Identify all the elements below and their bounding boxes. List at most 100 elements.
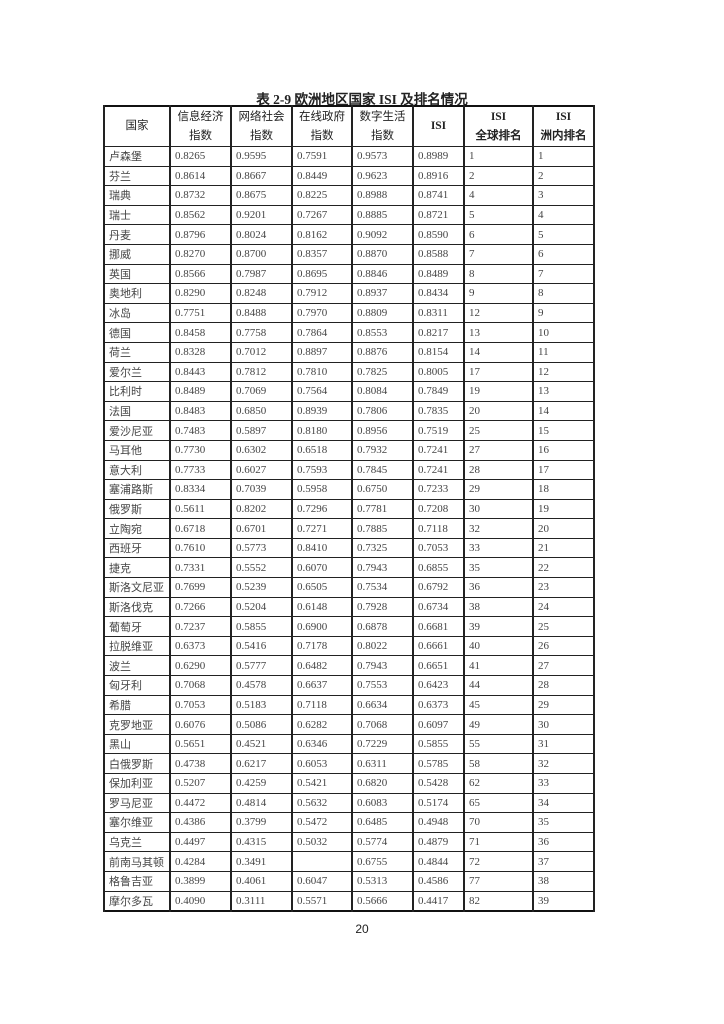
cell-country: 克罗地亚 bbox=[103, 714, 171, 735]
cell-country: 冰岛 bbox=[103, 302, 171, 324]
cell-isi: 0.5428 bbox=[412, 773, 465, 794]
table-row: 白俄罗斯 0.4738 0.6217 0.6053 0.6311 0.5785 58 32 bbox=[103, 753, 595, 774]
cell-isi-global-rank: 71 bbox=[463, 831, 534, 853]
header-line1: ISI bbox=[430, 120, 447, 132]
cell-online-government: 0.7267 bbox=[291, 204, 353, 226]
cell-network-society: 0.6302 bbox=[230, 439, 293, 461]
cell-network-society: 0.7812 bbox=[230, 361, 293, 383]
cell-country: 葡萄牙 bbox=[103, 616, 171, 637]
cell-isi: 0.4879 bbox=[412, 831, 465, 853]
cell-online-government: 0.7912 bbox=[291, 283, 353, 304]
cell-country: 立陶宛 bbox=[103, 518, 171, 539]
table-row: 瑞士 0.8562 0.9201 0.7267 0.8885 0.8721 5 4 bbox=[103, 204, 595, 226]
cell-network-society: 0.4578 bbox=[230, 675, 293, 696]
cell-isi: 0.7233 bbox=[412, 479, 465, 500]
cell-digital-life: 0.7932 bbox=[351, 439, 414, 461]
cell-isi-europe-rank: 10 bbox=[532, 322, 595, 343]
cell-isi-europe-rank: 30 bbox=[532, 714, 595, 735]
cell-digital-life: 0.8937 bbox=[351, 283, 414, 304]
cell-isi-europe-rank: 33 bbox=[532, 773, 595, 794]
cell-network-society: 0.5773 bbox=[230, 537, 293, 559]
cell-digital-life: 0.7325 bbox=[351, 537, 414, 559]
cell-info-economy: 0.8614 bbox=[169, 165, 232, 187]
cell-info-economy: 0.7053 bbox=[169, 694, 232, 716]
cell-network-society: 0.5855 bbox=[230, 616, 293, 637]
cell-isi: 0.4948 bbox=[412, 812, 465, 833]
cell-isi-europe-rank: 17 bbox=[532, 459, 595, 481]
cell-isi-global-rank: 41 bbox=[463, 655, 534, 677]
cell-country: 英国 bbox=[103, 263, 171, 285]
cell-network-society: 0.7987 bbox=[230, 263, 293, 285]
cell-country: 黑山 bbox=[103, 733, 171, 755]
cell-online-government: 0.8180 bbox=[291, 420, 353, 441]
cell-network-society: 0.4814 bbox=[230, 792, 293, 814]
cell-info-economy: 0.8290 bbox=[169, 283, 232, 304]
cell-isi-global-rank: 72 bbox=[463, 851, 534, 872]
cell-isi-global-rank: 65 bbox=[463, 792, 534, 814]
cell-info-economy: 0.4472 bbox=[169, 792, 232, 814]
cell-info-economy: 0.5651 bbox=[169, 733, 232, 755]
cell-isi: 0.7208 bbox=[412, 498, 465, 520]
table-row: 爱沙尼亚 0.7483 0.5897 0.8180 0.8956 0.7519 25 15 bbox=[103, 420, 595, 441]
cell-digital-life: 0.8809 bbox=[351, 302, 414, 324]
isi-table: 国家 信息经济 指数 网络社会 指数 在线政府 指数 数字生活 指数 ISI ISI 全球排名 ISI 洲… bbox=[103, 105, 595, 913]
cell-country: 希腊 bbox=[103, 694, 171, 716]
cell-digital-life: 0.7781 bbox=[351, 498, 414, 520]
table-row: 匈牙利 0.7068 0.4578 0.6637 0.7553 0.6423 44 28 bbox=[103, 675, 595, 696]
table-row: 马耳他 0.7730 0.6302 0.6518 0.7932 0.7241 27 16 bbox=[103, 439, 595, 461]
cell-online-government: 0.5958 bbox=[291, 479, 353, 500]
cell-country: 爱沙尼亚 bbox=[103, 420, 171, 441]
cell-online-government bbox=[291, 851, 353, 872]
cell-isi-europe-rank: 11 bbox=[532, 341, 595, 363]
table-title: 表 2-9 欧洲地区国家 ISI 及排名情况 bbox=[256, 92, 468, 107]
cell-isi-global-rank: 28 bbox=[463, 459, 534, 481]
cell-digital-life: 0.8870 bbox=[351, 243, 414, 265]
cell-isi-europe-rank: 15 bbox=[532, 420, 595, 441]
cell-isi-global-rank: 70 bbox=[463, 812, 534, 833]
header-line2: 指数 bbox=[371, 129, 394, 142]
cell-network-society: 0.5777 bbox=[230, 655, 293, 677]
cell-info-economy: 0.7610 bbox=[169, 537, 232, 559]
cell-info-economy: 0.6076 bbox=[169, 714, 232, 735]
cell-network-society: 0.5086 bbox=[230, 714, 293, 735]
cell-network-society: 0.6850 bbox=[230, 400, 293, 422]
cell-isi-europe-rank: 12 bbox=[532, 361, 595, 383]
cell-isi: 0.8588 bbox=[412, 243, 465, 265]
cell-isi: 0.5785 bbox=[412, 753, 465, 774]
cell-isi: 0.4844 bbox=[412, 851, 465, 872]
cell-network-society: 0.4315 bbox=[230, 831, 293, 853]
cell-digital-life: 0.5666 bbox=[351, 890, 414, 912]
cell-country: 罗马尼亚 bbox=[103, 792, 171, 814]
cell-isi-global-rank: 77 bbox=[463, 870, 534, 892]
cell-info-economy: 0.7751 bbox=[169, 302, 232, 324]
cell-online-government: 0.7118 bbox=[291, 694, 353, 716]
cell-isi-europe-rank: 31 bbox=[532, 733, 595, 755]
cell-isi-global-rank: 20 bbox=[463, 400, 534, 422]
cell-network-society: 0.5204 bbox=[230, 596, 293, 618]
cell-isi-global-rank: 12 bbox=[463, 302, 534, 324]
cell-country: 法国 bbox=[103, 400, 171, 422]
cell-isi: 0.5174 bbox=[412, 792, 465, 814]
cell-isi-global-rank: 30 bbox=[463, 498, 534, 520]
cell-info-economy: 0.8796 bbox=[169, 224, 232, 245]
cell-isi-europe-rank: 2 bbox=[532, 165, 595, 187]
header-isi-europe-rank: ISI 洲内排名 bbox=[532, 105, 595, 147]
cell-isi: 0.8217 bbox=[412, 322, 465, 343]
cell-network-society: 0.8248 bbox=[230, 283, 293, 304]
cell-isi: 0.6373 bbox=[412, 694, 465, 716]
cell-isi-europe-rank: 37 bbox=[532, 851, 595, 872]
header-line1: 数字生活 bbox=[359, 110, 406, 123]
cell-country: 瑞典 bbox=[103, 185, 171, 206]
cell-info-economy: 0.8732 bbox=[169, 185, 232, 206]
cell-info-economy: 0.8489 bbox=[169, 381, 232, 402]
cell-isi-global-rank: 25 bbox=[463, 420, 534, 441]
table-row: 葡萄牙 0.7237 0.5855 0.6900 0.6878 0.6681 39 25 bbox=[103, 616, 595, 637]
cell-isi: 0.7118 bbox=[412, 518, 465, 539]
cell-online-government: 0.7810 bbox=[291, 361, 353, 383]
cell-online-government: 0.7593 bbox=[291, 459, 353, 481]
cell-isi-global-rank: 33 bbox=[463, 537, 534, 559]
cell-info-economy: 0.5611 bbox=[169, 498, 232, 520]
cell-isi-global-rank: 44 bbox=[463, 675, 534, 696]
cell-country: 保加利亚 bbox=[103, 773, 171, 794]
cell-info-economy: 0.6290 bbox=[169, 655, 232, 677]
